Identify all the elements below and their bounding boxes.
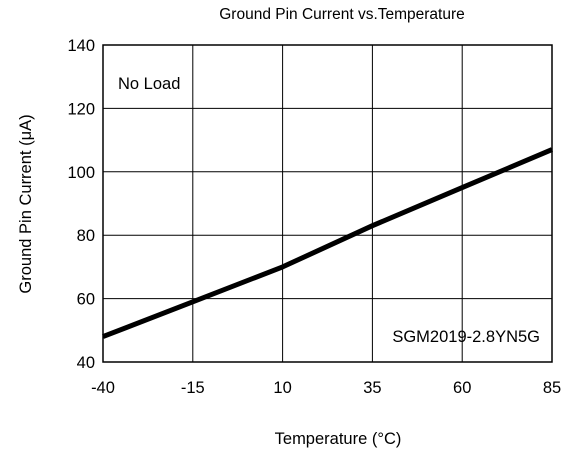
grid xyxy=(103,45,552,362)
annotation-part-number: SGM2019-2.8YN5G xyxy=(392,328,540,346)
annotation-no-load: No Load xyxy=(118,75,180,93)
series-line-0 xyxy=(102,147,553,339)
y-tick-label: 80 xyxy=(77,227,95,245)
y-tick-label: 120 xyxy=(67,100,95,118)
x-axis-label: Temperature (°C) xyxy=(275,430,402,448)
y-tick-label: 100 xyxy=(67,164,95,182)
x-tick-label: 85 xyxy=(543,379,561,397)
y-tick-label: 60 xyxy=(77,291,95,309)
x-tick-label: -40 xyxy=(91,379,115,397)
y-tick-label: 40 xyxy=(77,354,95,372)
y-axis-label: Ground Pin Current (μA) xyxy=(17,114,35,293)
x-tick-label: -15 xyxy=(181,379,205,397)
y-tick-label: 140 xyxy=(67,37,95,55)
x-tick-label: 60 xyxy=(453,379,471,397)
x-tick-labels: -40 -15 10 35 60 85 xyxy=(91,379,561,397)
x-tick-label: 35 xyxy=(363,379,381,397)
y-tick-labels: 40 60 80 100 120 140 xyxy=(67,37,95,372)
plot-frame xyxy=(102,44,553,363)
x-tick-label: 10 xyxy=(273,379,291,397)
chart-title: Ground Pin Current vs.Temperature xyxy=(219,6,465,23)
